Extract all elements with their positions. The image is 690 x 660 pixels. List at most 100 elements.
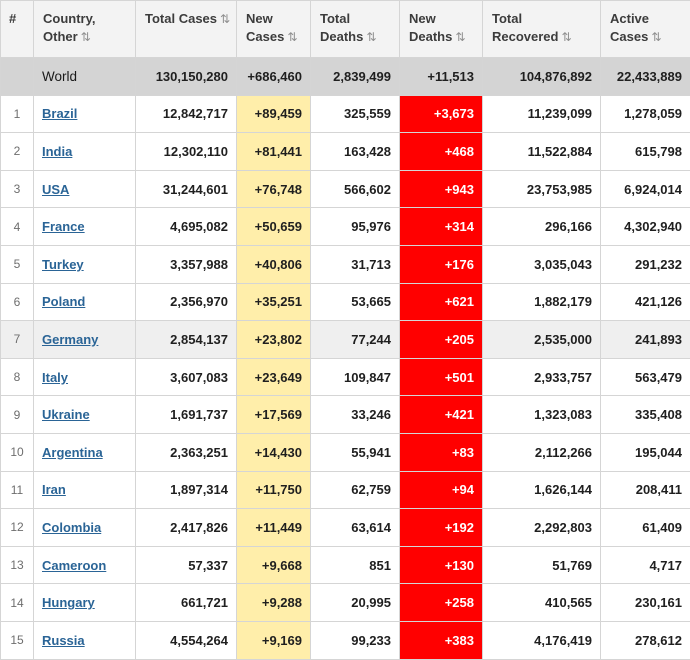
total-deaths-cell: 53,665: [311, 283, 400, 321]
new-cases-cell: +14,430: [237, 433, 311, 471]
rank-cell: 9: [1, 396, 34, 434]
total-cases-cell: 4,554,264: [136, 621, 237, 659]
active-cases-cell: 4,717: [601, 546, 690, 584]
new-cases-cell: +11,449: [237, 509, 311, 547]
column-header-rank[interactable]: #: [1, 1, 34, 58]
country-cell: Brazil: [34, 95, 136, 133]
country-link[interactable]: Russia: [42, 633, 85, 648]
rank-cell: 4: [1, 208, 34, 246]
header-row: # Country, Other⇅ Total Cases⇅ New Cases…: [1, 1, 690, 58]
total-recovered-cell: 23,753,985: [483, 170, 601, 208]
new-deaths-cell: +94: [400, 471, 483, 509]
total-deaths-cell: 77,244: [311, 321, 400, 359]
active-cases-cell: 22,433,889: [601, 58, 690, 96]
total-cases-cell: 2,417,826: [136, 509, 237, 547]
total-deaths-cell: 62,759: [311, 471, 400, 509]
total-recovered-cell: 11,522,884: [483, 133, 601, 171]
column-header-country[interactable]: Country, Other⇅: [34, 1, 136, 58]
sort-icon: ⇅: [366, 30, 376, 44]
active-cases-cell: 241,893: [601, 321, 690, 359]
active-cases-cell: 278,612: [601, 621, 690, 659]
new-cases-cell: +40,806: [237, 245, 311, 283]
country-link[interactable]: Italy: [42, 370, 68, 385]
country-cell: Iran: [34, 471, 136, 509]
column-header-new-cases[interactable]: New Cases⇅: [237, 1, 311, 58]
sort-icon: ⇅: [651, 30, 661, 44]
country-link[interactable]: India: [42, 144, 72, 159]
country-cell: France: [34, 208, 136, 246]
column-header-total-cases[interactable]: Total Cases⇅: [136, 1, 237, 58]
new-cases-cell: +17,569: [237, 396, 311, 434]
new-cases-cell: +35,251: [237, 283, 311, 321]
country-link[interactable]: Germany: [42, 332, 98, 347]
total-recovered-cell: 1,323,083: [483, 396, 601, 434]
rank-cell: 7: [1, 321, 34, 359]
new-cases-cell: +50,659: [237, 208, 311, 246]
sort-icon: ⇅: [455, 30, 465, 44]
column-header-new-deaths[interactable]: New Deaths⇅: [400, 1, 483, 58]
column-header-label: Total Cases: [145, 11, 217, 26]
country-link[interactable]: Iran: [42, 482, 66, 497]
active-cases-cell: 61,409: [601, 509, 690, 547]
total-cases-cell: 1,691,737: [136, 396, 237, 434]
sort-icon: ⇅: [561, 30, 571, 44]
country-link[interactable]: Brazil: [42, 106, 77, 121]
column-header-total-deaths[interactable]: Total Deaths⇅: [311, 1, 400, 58]
country-cell: Argentina: [34, 433, 136, 471]
active-cases-cell: 195,044: [601, 433, 690, 471]
country-cell: Germany: [34, 321, 136, 359]
country-link[interactable]: Argentina: [42, 445, 103, 460]
column-header-total-recovered[interactable]: Total Recovered⇅: [483, 1, 601, 58]
sort-icon: ⇅: [220, 12, 230, 26]
new-deaths-cell: +501: [400, 358, 483, 396]
total-deaths-cell: 33,246: [311, 396, 400, 434]
total-cases-cell: 130,150,280: [136, 58, 237, 96]
active-cases-cell: 6,924,014: [601, 170, 690, 208]
new-cases-cell: +9,288: [237, 584, 311, 622]
country-link[interactable]: Cameroon: [42, 558, 106, 573]
new-deaths-cell: +130: [400, 546, 483, 584]
active-cases-cell: 291,232: [601, 245, 690, 283]
new-deaths-cell: +83: [400, 433, 483, 471]
column-header-label: Total Deaths: [320, 11, 363, 44]
country-cell: Russia: [34, 621, 136, 659]
country-link[interactable]: Colombia: [42, 520, 101, 535]
country-link[interactable]: Turkey: [42, 257, 84, 272]
total-deaths-cell: 851: [311, 546, 400, 584]
total-recovered-cell: 1,882,179: [483, 283, 601, 321]
country-link[interactable]: Ukraine: [42, 407, 90, 422]
total-cases-cell: 3,357,988: [136, 245, 237, 283]
country-link[interactable]: Hungary: [42, 595, 95, 610]
rank-cell: 8: [1, 358, 34, 396]
active-cases-cell: 1,278,059: [601, 95, 690, 133]
total-deaths-cell: 99,233: [311, 621, 400, 659]
world-row: World 130,150,280 +686,460 2,839,499 +11…: [1, 58, 690, 96]
country-link[interactable]: France: [42, 219, 85, 234]
rank-cell: 13: [1, 546, 34, 584]
total-deaths-cell: 95,976: [311, 208, 400, 246]
total-deaths-cell: 109,847: [311, 358, 400, 396]
new-deaths-cell: +943: [400, 170, 483, 208]
total-deaths-cell: 163,428: [311, 133, 400, 171]
total-recovered-cell: 2,535,000: [483, 321, 601, 359]
country-cell: Italy: [34, 358, 136, 396]
total-cases-cell: 57,337: [136, 546, 237, 584]
rank-cell: 12: [1, 509, 34, 547]
country-link[interactable]: Poland: [42, 294, 85, 309]
sort-icon: ⇅: [81, 30, 91, 44]
active-cases-cell: 421,126: [601, 283, 690, 321]
column-header-active-cases[interactable]: Active Cases⇅: [601, 1, 690, 58]
country-link[interactable]: USA: [42, 182, 69, 197]
total-cases-cell: 12,302,110: [136, 133, 237, 171]
